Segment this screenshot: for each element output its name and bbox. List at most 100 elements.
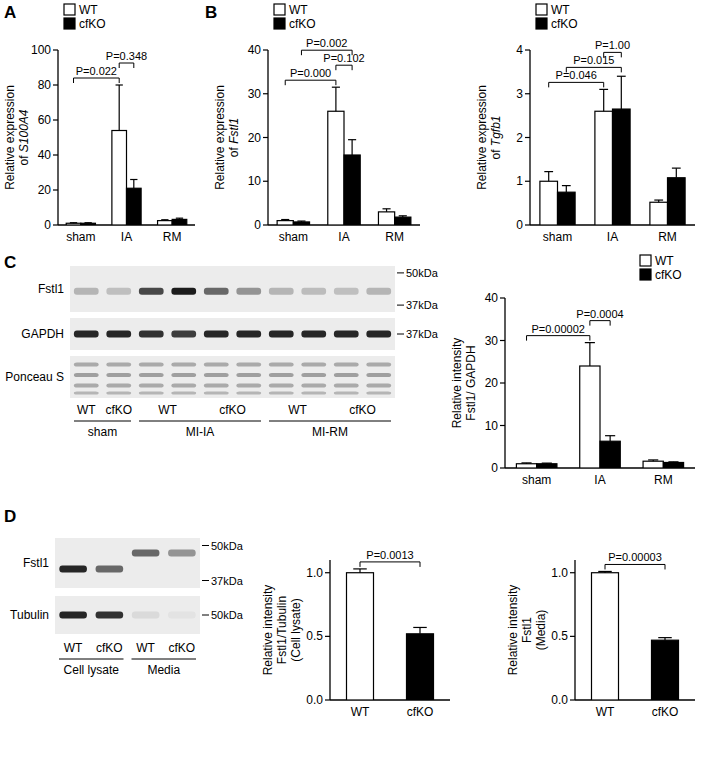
axis-label: Relative intensity [506,585,520,676]
p-value: P=0.002 [306,37,347,49]
y-axis [574,560,575,700]
group-line [139,421,261,422]
error-cap [544,171,553,172]
band [334,331,359,338]
bar [668,178,686,225]
lane-label: WT [136,641,155,655]
tick [525,224,530,225]
bracket [566,67,621,72]
category-label: RM [385,230,404,244]
band [132,550,160,557]
y-axis [529,50,530,225]
error-line [119,85,120,131]
tick-label: 100 [31,43,51,57]
band [334,373,359,377]
bar [595,111,613,225]
error-bar [542,463,552,465]
error-cap [654,199,663,200]
band [96,612,124,619]
legend-swatch [64,18,75,29]
chart: Relative intensityFstl1(Media)0.00.51.0W… [506,551,695,719]
error-bar [116,85,123,131]
bracket [336,65,352,70]
error-cap [605,435,615,436]
p-value: P=0.000 [290,67,331,79]
tick [263,49,268,50]
group-label: Cell lysate [64,663,120,677]
bracket [605,564,665,569]
group-label: MI-IA [186,425,215,439]
bracket [74,78,120,83]
lane-label: WT [77,403,96,417]
tick [570,699,575,700]
row-label: Fstl1 [23,556,49,570]
band [269,362,294,366]
error-bar [413,627,427,633]
band [366,373,391,377]
tick-label: 0.5 [551,629,568,643]
category-label: WT [351,705,370,719]
group-label: Media [147,663,180,677]
category-label: sham [66,230,95,244]
error-cap [413,627,427,628]
p-value: P=1.00 [595,39,630,51]
band [74,331,99,338]
band [334,383,359,387]
category-label: sham [522,473,551,487]
tick [325,699,330,700]
error-bar [599,89,608,111]
band [269,391,294,394]
bar [293,222,309,225]
bracket [549,82,604,87]
bracket [119,63,134,68]
tick-label: 0 [516,218,523,232]
band [236,383,261,387]
tick-label: 4 [516,43,523,57]
marker-tick [397,305,404,306]
band [301,331,326,338]
tick-label: 1.0 [551,566,568,580]
p-value: P=0.00002 [531,323,585,335]
group-line [59,659,124,660]
band [334,288,359,295]
tick-label: 30 [485,334,499,348]
error-bar [658,638,672,641]
axis-label: Relative intensity [450,338,464,429]
bar [277,221,293,225]
category-label: RM [654,473,673,487]
bracket [360,562,420,567]
tick [525,137,530,138]
error-bar [654,200,663,202]
blot: CFstl1GAPDHPonceau SWTcfKOshamWTcfKOMI-I… [4,253,439,439]
category-label: RM [658,230,677,244]
bar [112,131,127,226]
tick-label: 20 [248,131,262,145]
lane [59,566,87,619]
lane [269,288,326,395]
blot-row [70,318,395,350]
lane [132,550,160,619]
error-line [676,168,677,178]
band [334,362,359,366]
legend-label: WT [551,3,570,17]
error-bar [281,220,289,221]
marker-label: 37kDa [406,299,439,311]
error-bar [161,219,168,221]
error-cap [332,87,340,88]
tick [53,189,58,190]
chart: ARelative expressionof S100A402040608010… [3,3,195,244]
row-label: Tubulin [10,608,49,622]
band [301,373,326,377]
group-line [132,659,197,660]
error-bar [70,222,77,224]
panel-letter: C [4,253,16,272]
bar [652,640,679,700]
band [74,383,99,387]
band [139,288,164,295]
p-value: P=0.015 [573,54,614,66]
marker-label: 37kDa [406,328,439,340]
band [334,391,359,394]
bar [600,441,620,468]
tick-label: 40 [38,148,52,162]
axis-label-part: Tgfb1 [489,115,503,146]
